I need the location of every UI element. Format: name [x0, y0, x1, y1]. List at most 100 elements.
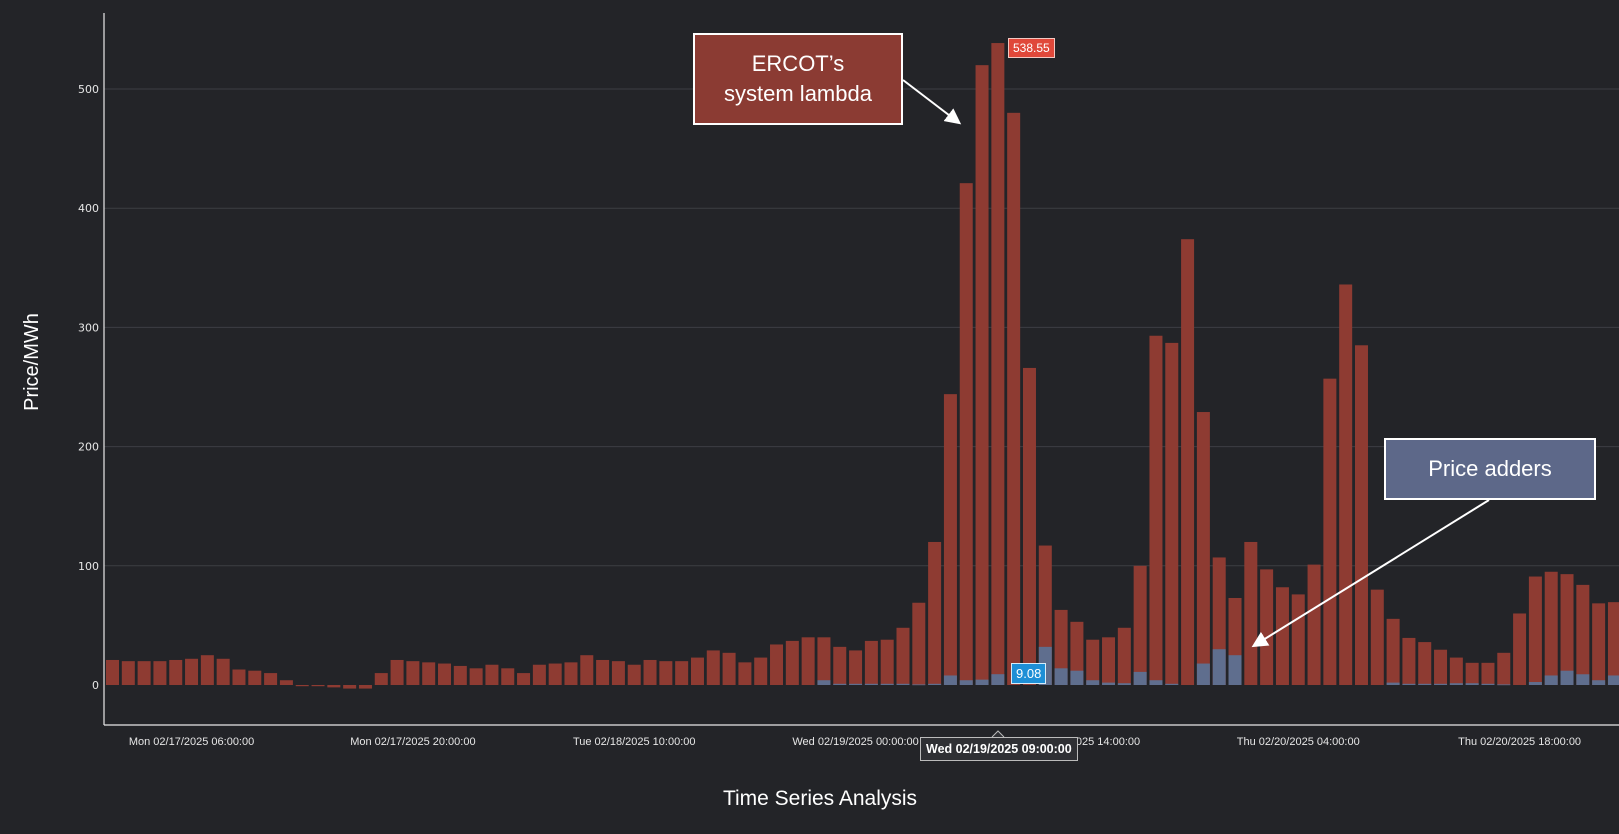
lambda-bar[interactable]	[1465, 662, 1479, 685]
adder-bar[interactable]	[1465, 683, 1479, 685]
lambda-bar[interactable]	[1323, 378, 1337, 685]
lambda-bar[interactable]	[374, 673, 388, 685]
lambda-bar[interactable]	[975, 65, 989, 685]
lambda-bar[interactable]	[991, 43, 1005, 685]
lambda-bar[interactable]	[137, 661, 151, 685]
lambda-bar[interactable]	[706, 650, 720, 685]
lambda-bar[interactable]	[1307, 564, 1321, 685]
lambda-bar[interactable]	[1370, 589, 1384, 685]
lambda-bar[interactable]	[864, 640, 878, 685]
adder-bar[interactable]	[1528, 682, 1542, 685]
lambda-bar[interactable]	[1592, 603, 1606, 685]
lambda-bar[interactable]	[896, 627, 910, 685]
lambda-bar[interactable]	[169, 659, 183, 685]
adder-bar[interactable]	[1576, 674, 1590, 685]
lambda-bar[interactable]	[311, 685, 325, 687]
lambda-bar[interactable]	[1260, 569, 1274, 685]
lambda-bar[interactable]	[1165, 342, 1179, 685]
lambda-bar[interactable]	[611, 661, 625, 685]
adder-bar[interactable]	[991, 674, 1005, 685]
lambda-bar[interactable]	[1133, 565, 1147, 685]
adder-bar[interactable]	[1165, 683, 1179, 685]
adder-bar[interactable]	[1196, 663, 1210, 685]
lambda-bar[interactable]	[422, 662, 436, 685]
lambda-bar[interactable]	[106, 659, 119, 685]
lambda-bar[interactable]	[627, 664, 641, 685]
adder-bar[interactable]	[1560, 670, 1574, 685]
lambda-bar[interactable]	[1607, 602, 1619, 685]
lambda-bar[interactable]	[833, 646, 847, 685]
lambda-bar[interactable]	[1513, 613, 1527, 685]
adder-bar[interactable]	[833, 683, 847, 685]
lambda-bar[interactable]	[754, 657, 768, 685]
lambda-bar[interactable]	[1054, 609, 1068, 685]
lambda-bar[interactable]	[1418, 642, 1432, 685]
adder-bar[interactable]	[1418, 683, 1432, 685]
adder-bar[interactable]	[1133, 671, 1147, 685]
lambda-bar[interactable]	[580, 655, 594, 685]
lambda-bar[interactable]	[153, 661, 167, 685]
adder-bar[interactable]	[1228, 655, 1242, 685]
adder-bar[interactable]	[1544, 675, 1558, 685]
lambda-bar[interactable]	[1022, 367, 1036, 685]
lambda-bar[interactable]	[200, 655, 214, 685]
lambda-bar[interactable]	[358, 685, 372, 689]
lambda-bar[interactable]	[1560, 574, 1574, 685]
lambda-bar[interactable]	[532, 664, 546, 685]
adder-bar[interactable]	[943, 675, 957, 685]
lambda-bar[interactable]	[643, 659, 657, 685]
adder-bar[interactable]	[912, 684, 926, 686]
adder-bar[interactable]	[1386, 682, 1400, 685]
lambda-bar[interactable]	[438, 663, 452, 685]
lambda-bar[interactable]	[1402, 637, 1416, 685]
lambda-bar[interactable]	[1291, 594, 1305, 685]
adder-bar[interactable]	[1607, 675, 1619, 685]
lambda-bar[interactable]	[801, 637, 815, 685]
adder-bar[interactable]	[1212, 649, 1226, 685]
lambda-bar[interactable]	[1339, 284, 1353, 685]
adder-bar[interactable]	[1434, 683, 1448, 685]
lambda-bar[interactable]	[1086, 639, 1100, 685]
lambda-bar[interactable]	[517, 673, 531, 685]
lambda-bar[interactable]	[1497, 652, 1511, 685]
lambda-bar[interactable]	[264, 673, 278, 685]
lambda-bar[interactable]	[1007, 112, 1021, 686]
lambda-bar[interactable]	[343, 685, 357, 689]
lambda-bar[interactable]	[928, 541, 942, 685]
lambda-bar[interactable]	[121, 661, 135, 685]
lambda-bar[interactable]	[849, 650, 863, 685]
lambda-bar[interactable]	[959, 183, 973, 685]
adder-bar[interactable]	[1102, 682, 1116, 685]
adder-bar[interactable]	[1592, 680, 1606, 685]
lambda-bar[interactable]	[453, 665, 467, 685]
lambda-bar[interactable]	[501, 668, 515, 685]
lambda-bar[interactable]	[1117, 627, 1131, 685]
adder-bar[interactable]	[896, 683, 910, 685]
lambda-bar[interactable]	[596, 659, 610, 685]
adder-bar[interactable]	[1070, 670, 1084, 685]
lambda-bar[interactable]	[817, 637, 831, 685]
lambda-bar[interactable]	[1544, 571, 1558, 685]
adder-bar[interactable]	[849, 683, 863, 685]
lambda-bar[interactable]	[216, 658, 230, 685]
lambda-bar[interactable]	[690, 657, 704, 685]
adder-bar[interactable]	[975, 679, 989, 685]
adder-bar[interactable]	[928, 683, 942, 685]
lambda-bar[interactable]	[1102, 637, 1116, 685]
adder-bar[interactable]	[1497, 684, 1511, 686]
adder-bar[interactable]	[1481, 683, 1495, 685]
lambda-bar[interactable]	[1449, 657, 1463, 685]
lambda-bar[interactable]	[295, 685, 309, 687]
adder-bar[interactable]	[1054, 668, 1068, 685]
lambda-bar[interactable]	[880, 639, 894, 685]
lambda-bar[interactable]	[390, 659, 404, 685]
adder-bar[interactable]	[1449, 683, 1463, 685]
lambda-bar[interactable]	[564, 662, 578, 685]
adder-bar[interactable]	[864, 683, 878, 685]
lambda-bar[interactable]	[327, 685, 341, 688]
lambda-bar[interactable]	[943, 394, 957, 685]
lambda-bar[interactable]	[232, 669, 246, 685]
lambda-bar[interactable]	[406, 661, 420, 685]
adder-bar[interactable]	[1086, 680, 1100, 685]
lambda-bar[interactable]	[485, 664, 499, 685]
